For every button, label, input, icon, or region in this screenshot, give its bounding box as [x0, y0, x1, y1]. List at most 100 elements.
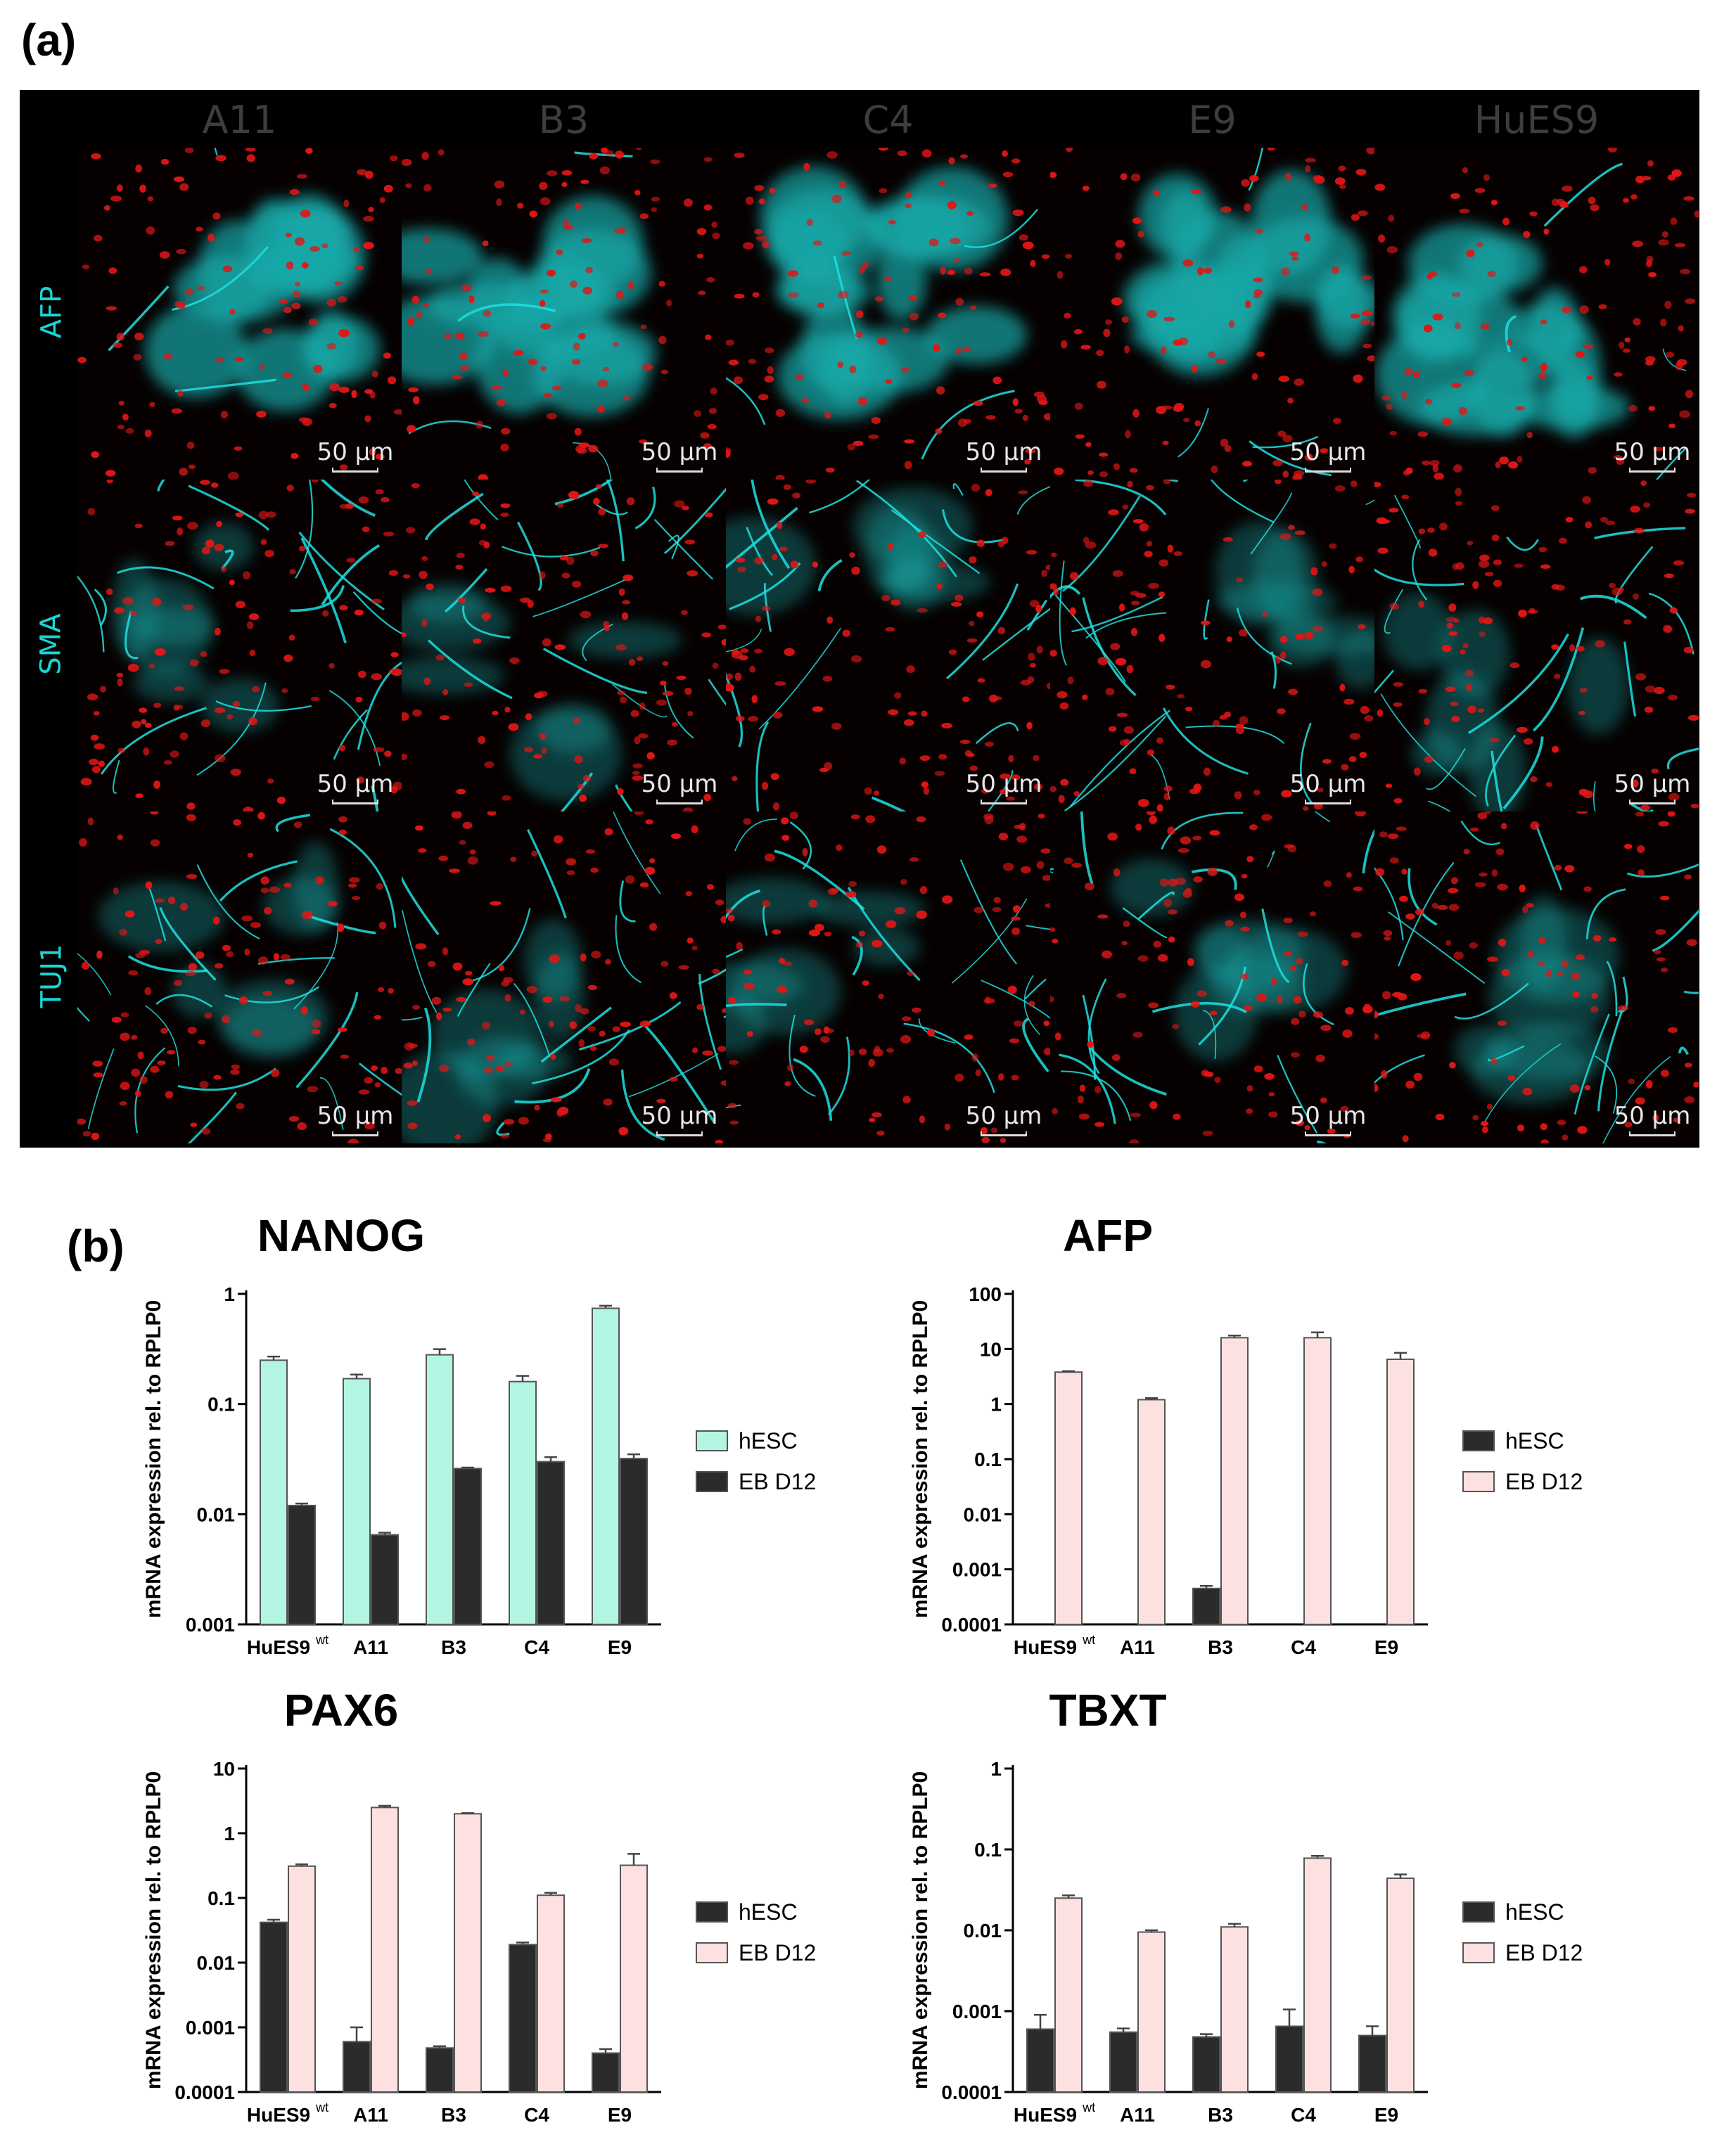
x-tick-label-text: A11 — [1120, 1636, 1155, 1658]
scale-bar-line — [1305, 468, 1351, 473]
bar-eb-d12 — [1386, 1358, 1415, 1625]
y-tick-label: 0.01 — [964, 1503, 1002, 1525]
scale-bar-label: 50 µm — [317, 770, 394, 798]
row-header: SMA — [20, 613, 83, 674]
scale-bar-line — [981, 800, 1027, 804]
row-header: TUJ1 — [20, 944, 83, 1008]
micrograph-tile: 50 µm — [77, 480, 402, 811]
micrograph-tile: 50 µm — [402, 148, 726, 480]
row-header-label: TUJ1 — [35, 944, 68, 1008]
scale-bar-label: 50 µm — [1614, 1102, 1691, 1130]
chart-title: TBXT — [1049, 1685, 1167, 1735]
legend-swatch — [1462, 1942, 1495, 1963]
row-header-label: SMA — [34, 613, 68, 675]
scale-bar: 50 µm — [637, 1102, 722, 1136]
x-tick-label: B3 — [441, 2104, 466, 2126]
x-tick-label-text: E9 — [1374, 1636, 1398, 1658]
micrograph-tile: 50 µm — [77, 811, 402, 1143]
scale-bar-line — [981, 468, 1027, 473]
x-tick-label: A11 — [1120, 2104, 1155, 2126]
x-tick-label-text: C4 — [524, 2104, 549, 2126]
scale-bar: 50 µm — [1610, 1102, 1694, 1136]
y-tick-label: 0.1 — [974, 1449, 1002, 1470]
scale-bar-label: 50 µm — [965, 438, 1042, 466]
y-tick-label: 1 — [990, 1394, 1002, 1416]
y-tick-label: 0.0001 — [941, 1614, 1002, 1636]
scale-bar-line — [656, 1131, 703, 1136]
scale-bar-label: 50 µm — [1289, 438, 1367, 466]
scale-bar-label: 50 µm — [641, 770, 718, 798]
bar-eb-d12 — [1303, 1857, 1332, 2093]
x-tick-label-text: C4 — [524, 1636, 549, 1658]
y-tick-label: 0.001 — [952, 2001, 1002, 2022]
x-tick-label-text: E9 — [608, 1636, 632, 1658]
chart-plot: mRNA expression rel. to RPLP0 0.001 0.01 0.… — [142, 1283, 816, 1658]
bar-hesc — [509, 1944, 537, 2093]
x-tick-label-text: HuES9 — [1014, 2104, 1077, 2126]
x-tick-label: A11 — [1120, 1636, 1155, 1658]
chart-title: NANOG — [257, 1210, 426, 1261]
scale-bar-line — [1305, 1131, 1351, 1136]
scale-bar-label: 50 µm — [641, 1102, 718, 1130]
bar-eb-d12 — [620, 1864, 648, 2093]
micrograph-image — [402, 480, 726, 811]
x-tick-label: HuES9 wt — [1014, 2100, 1095, 2126]
scale-bar-label: 50 µm — [317, 438, 394, 466]
micrograph-image — [1050, 480, 1374, 811]
bar-eb-d12 — [1303, 1337, 1332, 1625]
x-tick-superscript: wt — [1082, 1633, 1095, 1647]
bar-hesc — [426, 2047, 454, 2093]
micrograph-image — [77, 480, 402, 811]
bar-eb-d12 — [454, 1468, 482, 1625]
y-tick-label: 10 — [980, 1338, 1002, 1360]
x-tick-label-text: A11 — [1120, 2104, 1155, 2126]
panel-label-b: (b) — [67, 1221, 125, 1271]
column-header: A11 — [202, 98, 277, 142]
scale-bar: 50 µm — [1610, 770, 1694, 804]
x-tick-label: HuES9 wt — [247, 2100, 328, 2126]
chart-title: AFP — [1063, 1210, 1153, 1261]
micrograph-tile: 50 µm — [726, 148, 1050, 480]
bar-eb-d12 — [620, 1458, 648, 1625]
scale-bar-label: 50 µm — [1614, 770, 1691, 798]
x-tick-label-text: HuES9 — [247, 2104, 310, 2126]
y-tick-label: 0.1 — [208, 1394, 235, 1416]
micrograph-image — [1374, 480, 1699, 811]
bar-hesc — [260, 1359, 288, 1626]
bar-hesc — [509, 1380, 537, 1625]
scale-bar: 50 µm — [1286, 438, 1370, 473]
x-tick-label: A11 — [353, 2104, 388, 2126]
bar-eb-d12 — [454, 1813, 482, 2093]
legend-label: hESC — [1505, 1428, 1564, 1454]
panel-label-a: (a) — [21, 15, 77, 65]
bar-hesc — [260, 1921, 288, 2093]
column-header: B3 — [538, 98, 589, 142]
scale-bar-line — [1305, 800, 1351, 804]
bar-hesc — [592, 1307, 620, 1625]
x-tick-label: B3 — [441, 1636, 466, 1658]
legend-label: EB D12 — [1505, 1940, 1583, 1965]
chart-plot: mRNA expression rel. to RPLP0 0.0001 0.001… — [142, 1758, 816, 2126]
column-header: C4 — [862, 98, 914, 142]
x-tick-label: B3 — [1208, 2104, 1233, 2126]
y-tick-label: 100 — [969, 1283, 1002, 1305]
scale-bar-line — [1629, 800, 1675, 804]
y-tick-label: 1 — [990, 1758, 1002, 1780]
legend-label: hESC — [739, 1899, 798, 1925]
x-tick-label-text: C4 — [1291, 1636, 1316, 1658]
micrograph-tile: 50 µm — [1374, 811, 1699, 1143]
micrograph-tile: 50 µm — [1374, 148, 1699, 480]
legend-swatch — [696, 1430, 728, 1451]
legend-label: EB D12 — [739, 1469, 816, 1494]
x-tick-label-text: B3 — [441, 2104, 466, 2126]
micrograph-image — [1374, 811, 1699, 1143]
bar-eb-d12 — [537, 1461, 565, 1626]
scale-bar-line — [981, 1131, 1027, 1136]
x-tick-superscript: wt — [315, 1633, 328, 1647]
scale-bar-line — [332, 1131, 378, 1136]
micrograph-image — [402, 811, 726, 1143]
y-tick-label: 0.1 — [974, 1839, 1002, 1861]
scale-bar-label: 50 µm — [965, 770, 1042, 798]
bar-eb-d12 — [537, 1894, 565, 2093]
bar-hesc — [1109, 2031, 1137, 2093]
